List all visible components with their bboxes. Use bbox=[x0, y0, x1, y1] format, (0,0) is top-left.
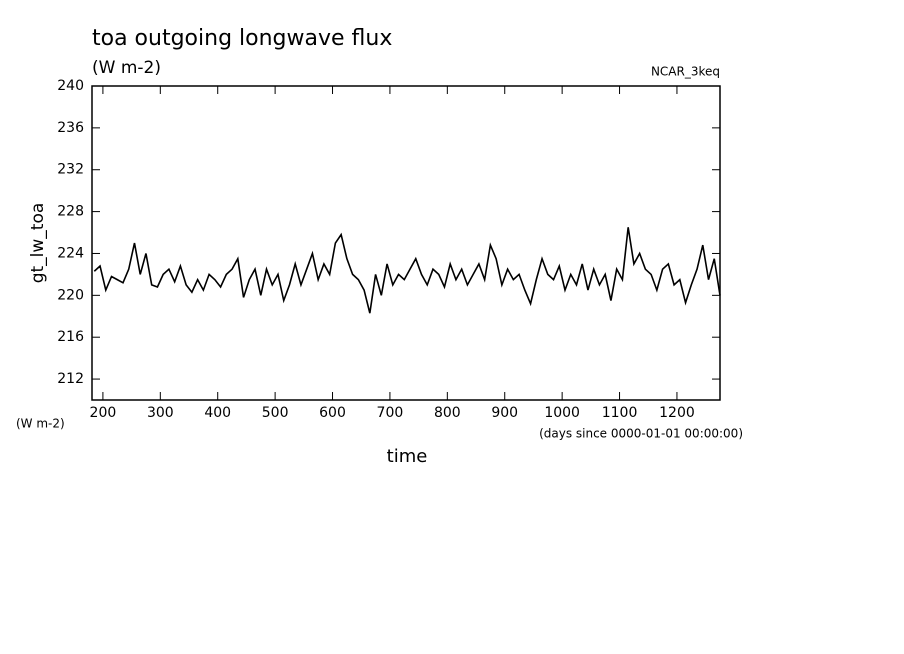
y-tick-label: 216 bbox=[57, 329, 84, 345]
y-tick-label: 236 bbox=[57, 120, 84, 136]
data-line bbox=[93, 227, 721, 314]
y-axis-label: gt_lw_toa bbox=[28, 203, 48, 284]
x-tick-label: 800 bbox=[434, 405, 461, 421]
chart-subtitle: (W m-2) bbox=[92, 58, 161, 78]
x-tick-label: 400 bbox=[204, 405, 231, 421]
x-tick-label: 900 bbox=[491, 405, 518, 421]
chart-title: toa outgoing longwave flux bbox=[92, 26, 392, 51]
y-tick-label: 212 bbox=[57, 371, 84, 387]
plot-frame bbox=[91, 85, 721, 401]
y-tick-label: 220 bbox=[57, 287, 84, 303]
x-tick-label: 200 bbox=[90, 405, 117, 421]
y-tick-label: 240 bbox=[57, 78, 84, 94]
x-unit: (days since 0000-01-01 00:00:00) bbox=[539, 427, 743, 441]
y-tick-label: 228 bbox=[57, 204, 84, 220]
y-tick-label: 232 bbox=[57, 162, 84, 178]
x-axis-label: time bbox=[387, 446, 428, 467]
annotation: NCAR_3keq bbox=[651, 65, 720, 79]
x-tick-label: 1200 bbox=[659, 405, 695, 421]
y-unit: (W m-2) bbox=[16, 417, 65, 431]
x-tick-label: 500 bbox=[262, 405, 289, 421]
x-tick-label: 600 bbox=[319, 405, 346, 421]
x-tick-label: 1100 bbox=[602, 405, 638, 421]
y-tick-label: 224 bbox=[57, 245, 84, 261]
x-tick-label: 1000 bbox=[544, 405, 580, 421]
x-tick-label: 300 bbox=[147, 405, 174, 421]
x-tick-label: 700 bbox=[377, 405, 404, 421]
